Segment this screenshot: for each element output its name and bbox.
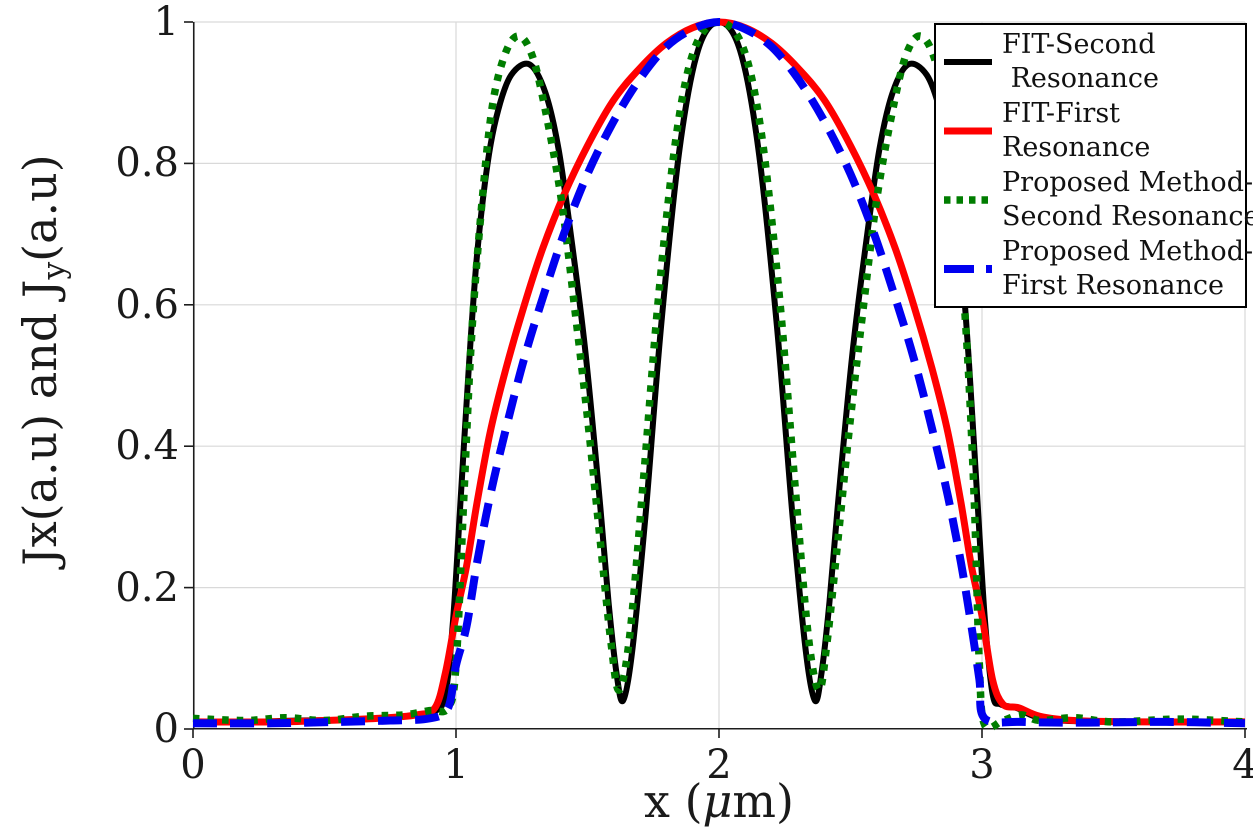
legend-entry-proposed-first-resonance: Proposed Method- First Resonance (936, 235, 1253, 303)
legend-swatch-fit-first-resonance (944, 127, 992, 135)
series-line-fit-first-resonance (192, 18, 1246, 726)
y-tick-label-0.8: 0.8 (115, 140, 179, 187)
legend: FIT-Second Resonance FIT-First Resonance Pr… (934, 23, 1253, 308)
x-tick-label-1: 1 (443, 742, 469, 788)
x-tick-label-4: 4 (1232, 742, 1253, 788)
y-tick-label-1: 1 (153, 0, 179, 45)
y-tick-label-0.4: 0.4 (115, 423, 179, 470)
legend-entry-fit-second-resonance: FIT-Second Resonance (936, 28, 1245, 96)
x-tick-label-2: 2 (706, 742, 732, 788)
legend-label-fit-second-resonance: FIT-Second Resonance (1002, 28, 1159, 96)
legend-entry-fit-first-resonance: FIT-First Resonance (936, 97, 1245, 165)
x-axis-label-pre: x ( (644, 774, 703, 828)
axes (184, 21, 1247, 738)
legend-label-line: FIT-First (1002, 98, 1121, 129)
y-tick-label-0: 0 (153, 706, 179, 752)
x-tick-label-0: 0 (180, 742, 206, 788)
legend-label-line: Second Resonance (1002, 201, 1253, 232)
legend-label-line: Resonance (1002, 63, 1159, 94)
x-axis-label: x (μm) (644, 774, 794, 828)
legend-swatch-proposed-first-resonance (944, 265, 992, 273)
legend-label-proposed-first-resonance: Proposed Method- First Resonance (1002, 235, 1253, 303)
series-line-proposed-first-resonance (192, 18, 1246, 728)
y-axis-label-main: Jx(a.u) and J (13, 279, 67, 566)
legend-label-line: FIT-Second (1002, 29, 1156, 60)
x-axis-label-mu: μ (702, 774, 733, 828)
legend-label-fit-first-resonance: FIT-First Resonance (1002, 97, 1150, 165)
y-axis-label-tail: (a.u) (13, 154, 67, 262)
x-axis-label-post: m) (732, 774, 794, 828)
legend-entry-proposed-second-resonance: Proposed Method- Second Resonance (936, 166, 1253, 234)
y-tick-label-0.2: 0.2 (115, 564, 179, 611)
y-axis-label-subscript: y (35, 261, 72, 280)
legend-label-line: Resonance (1002, 132, 1151, 163)
legend-label-line: Proposed Method- (1002, 167, 1253, 198)
y-tick-label-0.6: 0.6 (115, 281, 179, 328)
legend-label-proposed-second-resonance: Proposed Method- Second Resonance (1002, 166, 1253, 234)
legend-label-line: First Resonance (1002, 270, 1224, 301)
series-curves (192, 18, 1246, 732)
legend-swatch-proposed-second-resonance (944, 196, 992, 204)
legend-swatch-fit-second-resonance (944, 59, 992, 65)
y-axis-label: Jx(a.u) and Jy(a.u) (13, 154, 72, 566)
legend-label-line: Proposed Method- (1002, 236, 1253, 267)
x-tick-label-3: 3 (969, 742, 995, 788)
